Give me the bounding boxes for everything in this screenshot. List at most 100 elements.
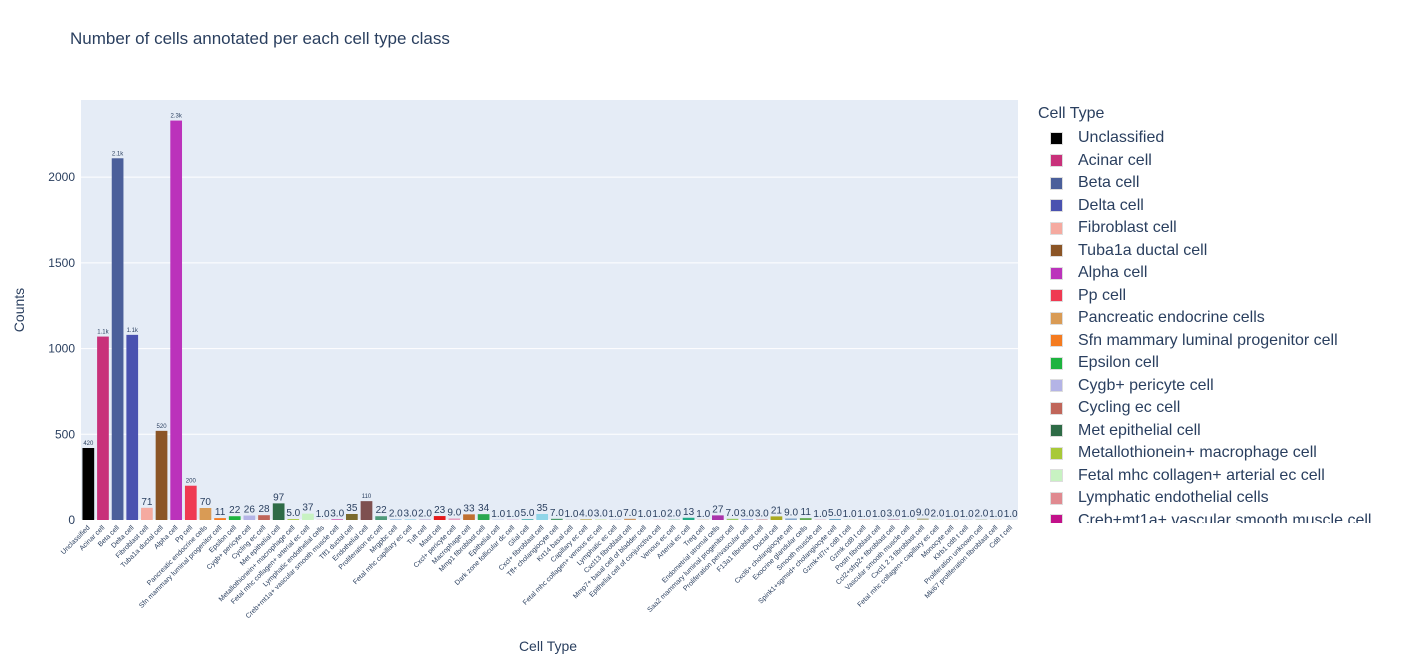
data-label: 1.0 [608, 509, 622, 520]
legend-entry[interactable]: Tuba1a ductal cell [1038, 240, 1398, 263]
legend-swatch [1050, 356, 1063, 370]
legend-label: Unclassified [1078, 129, 1165, 147]
legend-label: Alpha cell [1078, 264, 1148, 282]
legend-swatch [1050, 221, 1063, 235]
data-label: 7.0 [550, 508, 564, 519]
chart-title: Number of cells annotated per each cell … [70, 29, 450, 48]
legend-entry[interactable]: Acinar cell [1038, 150, 1398, 173]
data-label: 1.0 [945, 509, 959, 520]
legend-entry[interactable]: Metallothionein+ macrophage cell [1038, 442, 1398, 465]
data-label: 9.0 [784, 507, 798, 518]
legend-entry[interactable]: Sfn mammary luminal progenitor cell [1038, 330, 1398, 353]
legend-entry[interactable]: Cycling ec cell [1038, 397, 1398, 420]
data-label: 2.1k [112, 151, 124, 157]
bar [624, 518, 636, 520]
bar [184, 485, 197, 520]
legend-label: Creb+mt1a+ vascular smooth muscle cell [1078, 511, 1372, 523]
legend-entry[interactable]: Lymphatic endothelial cells [1038, 487, 1398, 510]
y-tick-label: 500 [55, 427, 75, 441]
bar [360, 501, 373, 520]
bar [433, 516, 446, 520]
data-label: 70 [200, 497, 212, 508]
bar [580, 519, 592, 520]
legend-swatch [1050, 469, 1063, 483]
legend: Cell Type Unclassified Acinar cell Beta ce… [1038, 105, 1398, 523]
data-label: 2.0 [974, 509, 988, 520]
legend-label: Sfn mammary luminal progenitor cell [1078, 331, 1338, 349]
legend-swatch [1050, 311, 1063, 325]
legend-swatch [1050, 379, 1063, 393]
legend-entry[interactable]: Delta cell [1038, 195, 1398, 218]
data-label: 2.0 [667, 509, 681, 520]
data-label: 2.0 [931, 509, 945, 520]
data-label: 3.0 [403, 508, 417, 519]
bar [228, 516, 241, 520]
data-label: 97 [273, 492, 285, 503]
legend-label: Fibroblast cell [1078, 219, 1177, 237]
bar [258, 515, 270, 520]
data-label: 1.0 [638, 509, 652, 520]
legend-entry[interactable]: Creb+mt1a+ vascular smooth muscle cell [1038, 510, 1398, 523]
data-label: 26 [244, 505, 256, 516]
legend-swatch [1050, 491, 1063, 505]
data-label: 110 [362, 494, 372, 500]
legend-entry[interactable]: Fetal mhc collagen+ arterial ec cell [1038, 465, 1398, 488]
data-label: 28 [258, 504, 270, 515]
legend-entry[interactable]: Met epithelial cell [1038, 420, 1398, 443]
legend-entry[interactable]: Cygb+ pericyte cell [1038, 375, 1398, 398]
data-label: 1.0 [857, 509, 871, 520]
legend-entry[interactable]: Beta cell [1038, 172, 1398, 195]
bar [755, 519, 768, 520]
bar [126, 334, 139, 520]
bar [448, 518, 461, 520]
data-label: 1.0 [491, 509, 505, 520]
legend-label: Fetal mhc collagen+ arterial ec cell [1078, 466, 1325, 484]
y-tick-label: 0 [68, 513, 75, 527]
bar [331, 519, 344, 520]
y-axis-title: Counts [11, 288, 27, 332]
bar [726, 518, 739, 520]
bar [536, 514, 549, 520]
data-label: 9.0 [447, 507, 461, 518]
data-label: 1.1k [127, 328, 139, 334]
legend-entry[interactable]: Unclassified [1038, 127, 1398, 150]
data-label: 200 [186, 479, 197, 485]
legend-swatch [1050, 176, 1063, 190]
bar [682, 517, 695, 520]
bar [799, 518, 812, 520]
legend-entry[interactable]: Alpha cell [1038, 262, 1398, 285]
data-label: 21 [771, 505, 783, 516]
bar [111, 158, 124, 521]
data-label: 1.0 [901, 509, 915, 520]
data-label: 11 [215, 507, 226, 518]
data-label: 5.0 [286, 508, 300, 519]
bar [375, 516, 387, 520]
bar [404, 519, 417, 520]
data-label: 3.0 [594, 508, 608, 519]
x-axis-title: Cell Type [519, 638, 577, 654]
legend-entry[interactable]: Fibroblast cell [1038, 217, 1398, 240]
data-label: 2.3k [170, 114, 182, 120]
data-label: 420 [83, 441, 94, 447]
data-label: 1.0 [813, 509, 827, 520]
bar [477, 514, 490, 520]
legend-entry[interactable]: Pp cell [1038, 285, 1398, 308]
bar [302, 513, 314, 520]
bar [199, 508, 212, 520]
data-label: 1.0 [960, 509, 974, 520]
y-tick-label: 1000 [48, 342, 75, 356]
data-label: 1.0 [989, 509, 1003, 520]
legend-entry[interactable]: Epsilon cell [1038, 352, 1398, 375]
bar [521, 519, 534, 520]
legend-entry[interactable]: Pancreatic endocrine cells [1038, 307, 1398, 330]
bar [463, 514, 475, 520]
data-label: 7.0 [726, 508, 740, 519]
data-label: 1.0 [696, 509, 710, 520]
legend-swatch [1050, 131, 1063, 145]
bar [770, 516, 783, 520]
legend-label: Met epithelial cell [1078, 421, 1201, 439]
data-label: 3.0 [755, 508, 769, 519]
bar [550, 518, 563, 520]
